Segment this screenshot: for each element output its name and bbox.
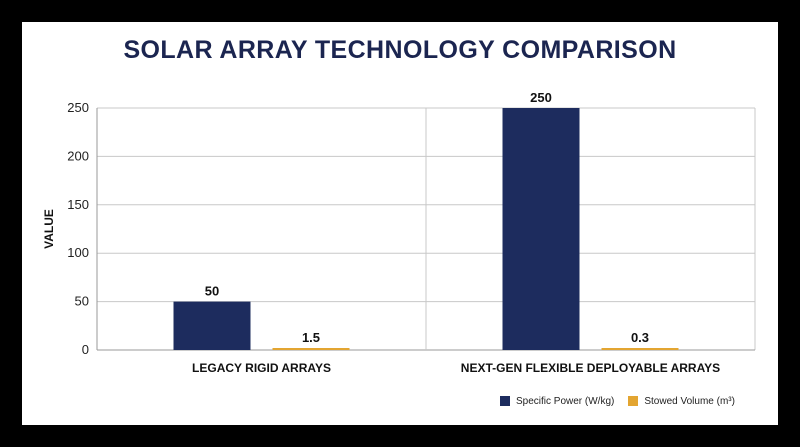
chart-title: SOLAR ARRAY TECHNOLOGY COMPARISON: [123, 36, 677, 64]
x-tick-label: NEXT-GEN FLEXIBLE DEPLOYABLE ARRAYS: [461, 361, 720, 375]
data-label: 250: [530, 90, 552, 105]
y-tick-label: 150: [67, 197, 89, 212]
y-tick-label: 250: [67, 100, 89, 115]
y-tick-label: 50: [75, 294, 89, 309]
y-tick-label: 0: [82, 342, 89, 357]
chart-legend: Specific Power (W/kg) Stowed Volume (m³): [500, 393, 749, 409]
legend-item: Stowed Volume (m³): [628, 396, 735, 407]
bar: [601, 348, 679, 350]
chart-card: [22, 22, 778, 425]
data-label: 50: [205, 284, 219, 299]
x-tick-label: LEGACY RIGID ARRAYS: [192, 361, 331, 375]
y-tick-label: 100: [67, 245, 89, 260]
legend-swatch: [628, 396, 639, 406]
bar: [173, 301, 251, 350]
bar: [272, 348, 350, 350]
y-tick-label: 200: [67, 148, 89, 163]
legend-label: Stowed Volume (m³): [644, 395, 735, 407]
data-label: 1.5: [302, 330, 320, 345]
y-axis-label: VALUE: [42, 209, 56, 249]
data-label: 0.3: [631, 330, 649, 345]
legend-label: Specific Power (W/kg): [516, 395, 615, 407]
bar: [502, 108, 580, 350]
legend-item: Specific Power (W/kg): [500, 396, 614, 407]
legend-swatch: [500, 396, 510, 406]
